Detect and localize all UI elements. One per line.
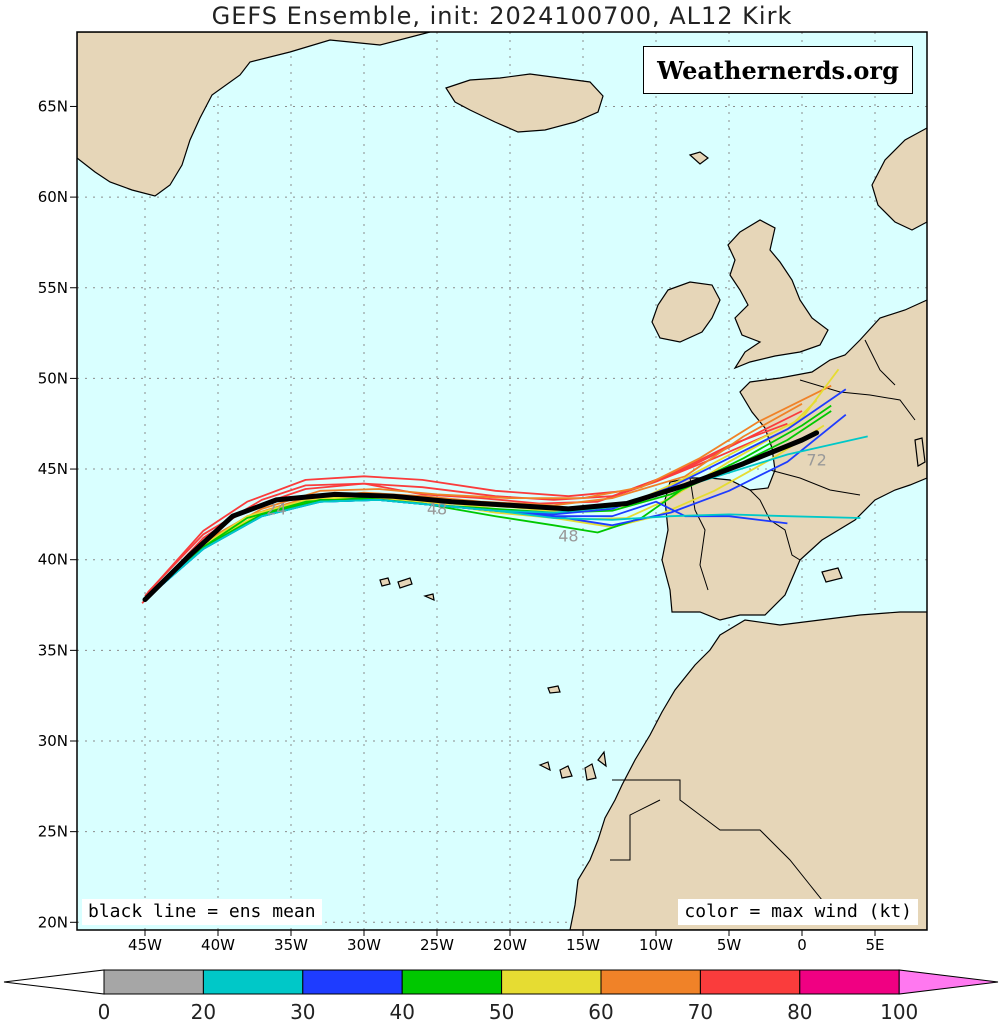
madeira bbox=[547, 685, 561, 694]
colorbar-tick-label: 80 bbox=[787, 1000, 812, 1024]
map-frame bbox=[76, 31, 928, 931]
azores bbox=[379, 577, 435, 602]
faroe-islands bbox=[688, 151, 709, 165]
lon-label: 5W bbox=[717, 936, 742, 954]
lon-label: 45W bbox=[128, 936, 162, 954]
wind-legend-note: color = max wind (kt) bbox=[678, 899, 918, 925]
colorbar-tick-label: 60 bbox=[588, 1000, 613, 1024]
longitude-labels: 45W 40W 35W 30W 25W 20W 15W 10W 5W 0 5E bbox=[128, 930, 885, 954]
mean-legend-note: black line = ens mean bbox=[82, 899, 322, 925]
lon-label: 10W bbox=[639, 936, 673, 954]
lat-label: 25N bbox=[38, 823, 68, 841]
colorbar-tick-label: 40 bbox=[389, 1000, 414, 1024]
lon-label: 20W bbox=[493, 936, 527, 954]
canary-islands bbox=[538, 750, 607, 781]
watermark: Weathernerds.org bbox=[643, 46, 913, 94]
north-africa bbox=[569, 611, 927, 930]
ensemble-member-tracks bbox=[141, 368, 868, 604]
lat-label: 55N bbox=[38, 279, 68, 297]
iceland bbox=[445, 73, 604, 133]
lat-label: 40N bbox=[38, 551, 68, 569]
colorbar-segment bbox=[302, 969, 403, 995]
member-track bbox=[144, 424, 825, 601]
colorbar-segment bbox=[799, 969, 900, 995]
lon-label: 5E bbox=[865, 936, 884, 954]
greenland bbox=[77, 32, 431, 197]
colorbar-tick-label: 100 bbox=[880, 1000, 918, 1024]
great-britain bbox=[727, 219, 829, 370]
landmasses bbox=[77, 32, 927, 930]
lon-label: 0 bbox=[797, 936, 807, 954]
colorbar-arrow-left bbox=[3, 969, 105, 995]
colorbar-tick-label: 0 bbox=[98, 1000, 111, 1024]
member-track bbox=[144, 435, 868, 601]
colorbar-tick-label: 50 bbox=[489, 1000, 514, 1024]
lat-label: 45N bbox=[38, 460, 68, 478]
lon-label: 25W bbox=[420, 936, 454, 954]
member-track bbox=[144, 410, 803, 597]
lon-label: 15W bbox=[566, 936, 600, 954]
colorbar-segment bbox=[501, 969, 602, 995]
corsica bbox=[914, 437, 926, 467]
colorbar-arrow-right bbox=[898, 969, 999, 995]
lon-label: 40W bbox=[201, 936, 235, 954]
lat-label: 35N bbox=[38, 641, 68, 659]
latitude-labels: 65N 60N 55N 50N 45N 40N 35N 30N 25N 20N bbox=[38, 97, 77, 931]
lat-label: 30N bbox=[38, 732, 68, 750]
lat-label: 20N bbox=[38, 913, 68, 931]
member-track bbox=[147, 431, 774, 593]
colorbar-segment bbox=[600, 969, 701, 995]
ireland bbox=[651, 281, 721, 343]
time-label: 72 bbox=[806, 450, 826, 469]
colorbar-tick-label: 20 bbox=[191, 1000, 216, 1024]
colorbar-segment bbox=[699, 969, 801, 995]
time-label: 48 bbox=[558, 527, 578, 546]
lat-label: 50N bbox=[38, 369, 68, 387]
lon-label: 30W bbox=[347, 936, 381, 954]
colorbar-segment bbox=[202, 969, 304, 995]
lat-label: 65N bbox=[38, 97, 68, 115]
balearic-islands bbox=[821, 567, 843, 583]
colorbar-segment bbox=[401, 969, 503, 995]
scandinavia bbox=[871, 127, 927, 231]
ensemble-mean-track bbox=[142, 430, 820, 603]
lat-label: 60N bbox=[38, 188, 68, 206]
lon-label: 35W bbox=[274, 936, 308, 954]
colorbar-tick-label: 30 bbox=[290, 1000, 315, 1024]
map-title: GEFS Ensemble, init: 2024100700, AL12 Ki… bbox=[211, 2, 793, 30]
wind-colorbar: 0 20 30 40 50 60 70 80 100 bbox=[3, 969, 999, 1024]
time-label: 48 bbox=[427, 499, 447, 518]
member-track bbox=[144, 404, 832, 601]
colorbar-segment bbox=[103, 969, 204, 995]
colorbar-tick-label: 70 bbox=[688, 1000, 713, 1024]
